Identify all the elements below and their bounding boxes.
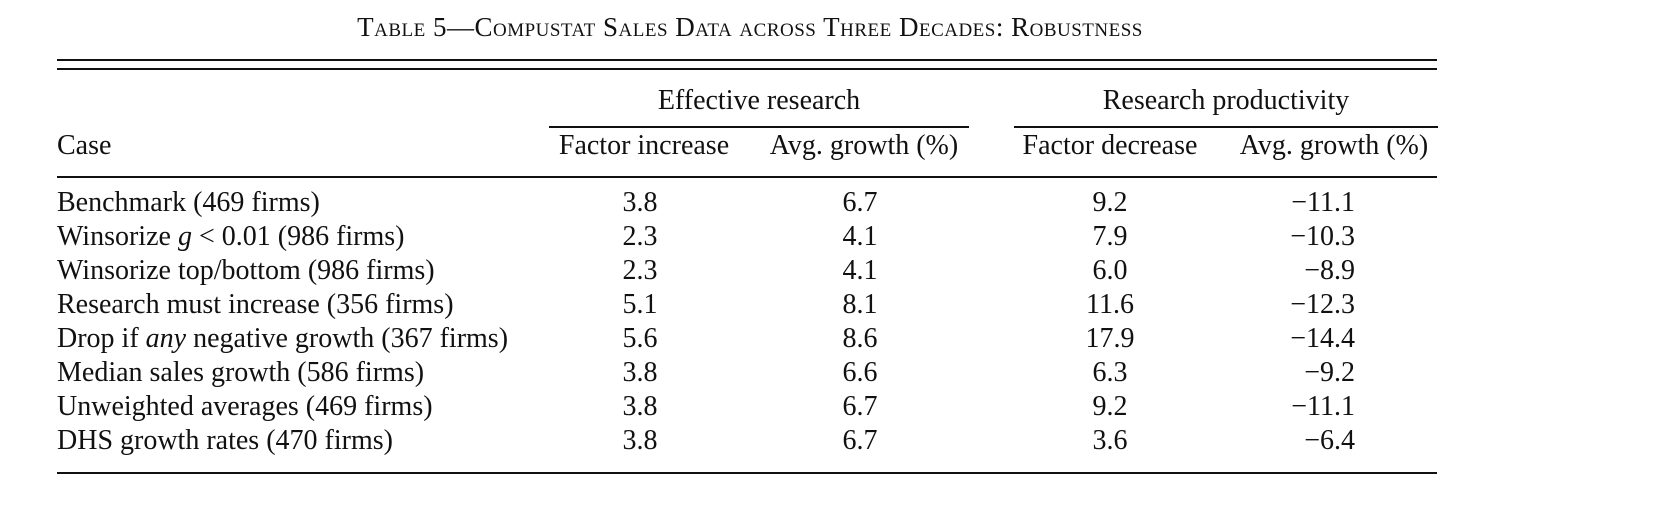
table-title: Table 5—Compustat Sales Data across Thre… bbox=[357, 12, 1143, 42]
bottom-rule bbox=[57, 472, 1437, 474]
avg-growth-effective-cell: 6.6 bbox=[842, 357, 878, 388]
table-row: DHS growth rates (470 firms) 3.8 6.7 3.6… bbox=[0, 424, 1662, 458]
factor-decrease-cell: 9.2 bbox=[1092, 187, 1128, 218]
factor-increase-cell: 5.6 bbox=[622, 323, 658, 354]
case-cell: Unweighted averages (469 firms) bbox=[57, 391, 433, 422]
factor-increase-cell: 3.8 bbox=[622, 357, 658, 388]
factor-increase-cell: 3.8 bbox=[622, 425, 658, 456]
avg-growth-productivity-cell: −11.1 bbox=[1291, 391, 1355, 422]
factor-decrease-cell: 6.0 bbox=[1092, 255, 1128, 286]
factor-increase-cell: 3.8 bbox=[622, 391, 658, 422]
table-row: Median sales growth (586 firms) 3.8 6.6 … bbox=[0, 356, 1662, 390]
factor-decrease-cell: 11.6 bbox=[1086, 289, 1134, 320]
table-row: Research must increase (356 firms) 5.1 8… bbox=[0, 288, 1662, 322]
case-cell: Winsorize g < 0.01 (986 firms) bbox=[57, 221, 405, 252]
case-cell: Winsorize top/bottom (986 firms) bbox=[57, 255, 435, 286]
case-cell: Research must increase (356 firms) bbox=[57, 289, 454, 320]
top-rule-2 bbox=[57, 68, 1437, 70]
table-row: Winsorize top/bottom (986 firms) 2.3 4.1… bbox=[0, 254, 1662, 288]
avg-growth-productivity-cell: −12.3 bbox=[1290, 289, 1355, 320]
column-header-factor-decrease: Factor decrease bbox=[1022, 130, 1198, 161]
avg-growth-effective-cell: 4.1 bbox=[842, 255, 878, 286]
factor-decrease-cell: 7.9 bbox=[1092, 221, 1128, 252]
avg-growth-effective-cell: 4.1 bbox=[842, 221, 878, 252]
avg-growth-productivity-cell: −6.4 bbox=[1304, 425, 1355, 456]
factor-decrease-cell: 9.2 bbox=[1092, 391, 1128, 422]
avg-growth-effective-cell: 8.1 bbox=[842, 289, 878, 320]
table-body: Benchmark (469 firms) 3.8 6.7 9.2 −11.1 … bbox=[0, 186, 1662, 458]
case-cell: DHS growth rates (470 firms) bbox=[57, 425, 393, 456]
table-row: Winsorize g < 0.01 (986 firms) 2.3 4.1 7… bbox=[0, 220, 1662, 254]
group-rule-effective-research bbox=[549, 126, 969, 128]
factor-increase-cell: 5.1 bbox=[622, 289, 658, 320]
factor-increase-cell: 2.3 bbox=[622, 255, 658, 286]
case-cell: Benchmark (469 firms) bbox=[57, 187, 320, 218]
avg-growth-effective-cell: 6.7 bbox=[842, 187, 878, 218]
table-row: Unweighted averages (469 firms) 3.8 6.7 … bbox=[0, 390, 1662, 424]
top-rule-1 bbox=[57, 59, 1437, 61]
factor-increase-cell: 2.3 bbox=[622, 221, 658, 252]
group-rule-research-productivity bbox=[1014, 126, 1438, 128]
factor-decrease-cell: 6.3 bbox=[1092, 357, 1128, 388]
column-header-case: Case bbox=[57, 130, 112, 161]
column-header-factor-increase: Factor increase bbox=[558, 130, 730, 161]
table-row: Drop if any negative growth (367 firms) … bbox=[0, 322, 1662, 356]
avg-growth-productivity-cell: −10.3 bbox=[1290, 221, 1355, 252]
case-cell: Median sales growth (586 firms) bbox=[57, 357, 425, 388]
avg-growth-productivity-cell: −8.9 bbox=[1304, 255, 1355, 286]
header-rule bbox=[57, 176, 1437, 178]
column-header-avg-growth-effective: Avg. growth (%) bbox=[769, 130, 959, 161]
avg-growth-productivity-cell: −14.4 bbox=[1290, 323, 1355, 354]
avg-growth-effective-cell: 6.7 bbox=[842, 425, 878, 456]
factor-decrease-cell: 17.9 bbox=[1085, 323, 1135, 354]
avg-growth-productivity-cell: −11.1 bbox=[1291, 187, 1355, 218]
group-header-effective-research: Effective research bbox=[657, 85, 861, 116]
avg-growth-effective-cell: 6.7 bbox=[842, 391, 878, 422]
case-cell: Drop if any negative growth (367 firms) bbox=[57, 323, 509, 354]
column-header-avg-growth-productivity: Avg. growth (%) bbox=[1239, 130, 1429, 161]
factor-decrease-cell: 3.6 bbox=[1092, 425, 1128, 456]
factor-increase-cell: 3.8 bbox=[622, 187, 658, 218]
avg-growth-productivity-cell: −9.2 bbox=[1304, 357, 1355, 388]
group-header-research-productivity: Research productivity bbox=[1102, 85, 1350, 116]
avg-growth-effective-cell: 8.6 bbox=[842, 323, 878, 354]
table-row: Benchmark (469 firms) 3.8 6.7 9.2 −11.1 bbox=[0, 186, 1662, 220]
